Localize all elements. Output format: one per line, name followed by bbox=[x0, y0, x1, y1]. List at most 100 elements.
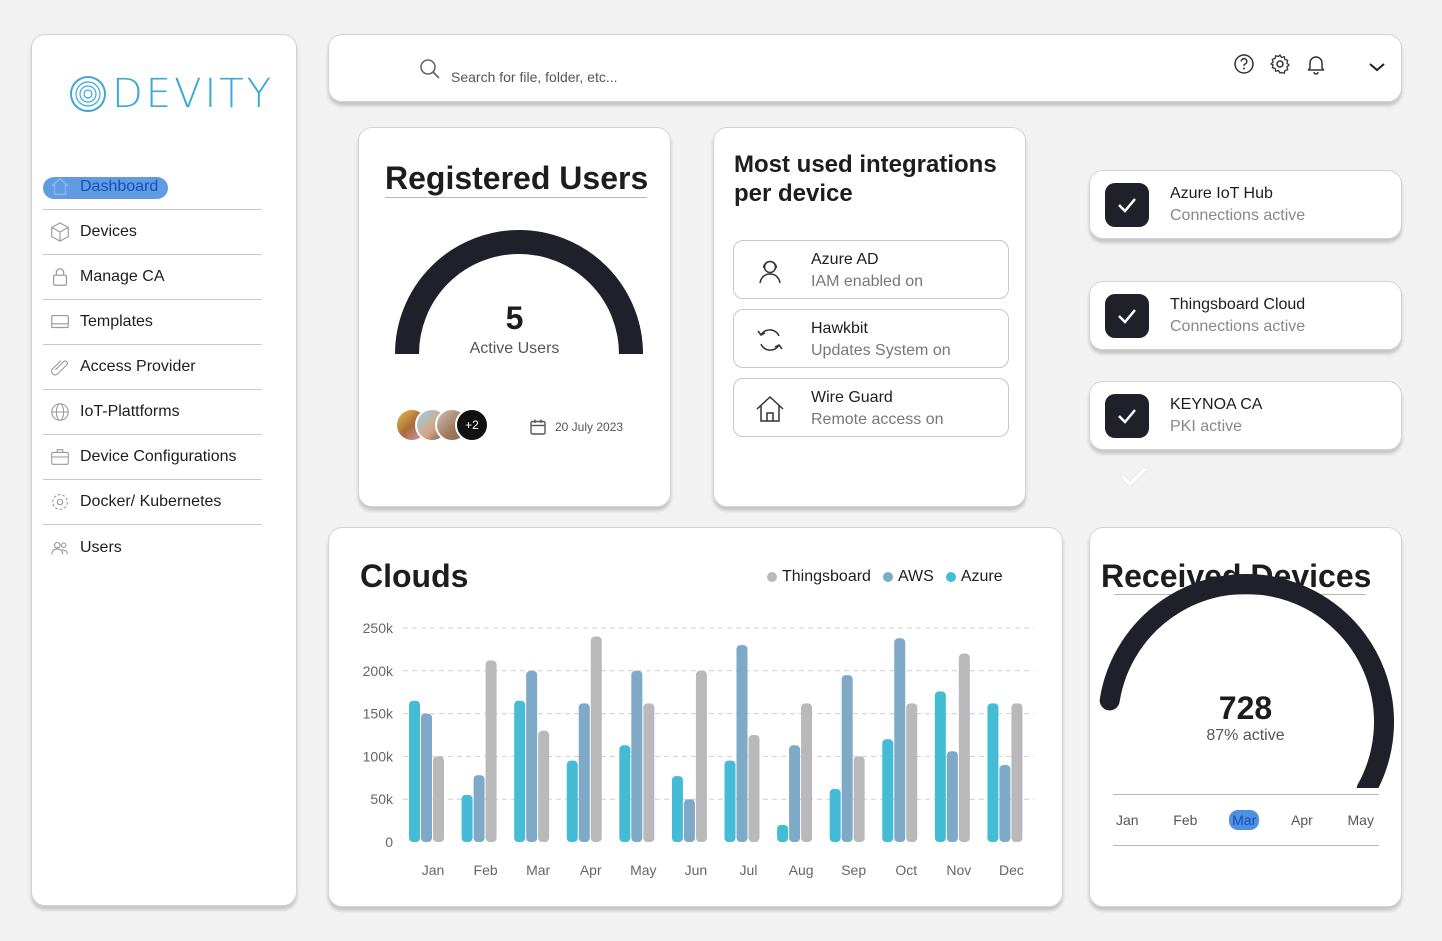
bar-thingsboard-jun[interactable] bbox=[695, 670, 707, 842]
bar-aws-apr[interactable] bbox=[578, 703, 590, 842]
bar-aws-feb[interactable] bbox=[473, 775, 485, 842]
bar-thingsboard-dec[interactable] bbox=[1011, 703, 1023, 842]
bar-azure-oct[interactable] bbox=[882, 739, 894, 842]
legend-dot bbox=[882, 572, 893, 582]
x-tick-label: Aug bbox=[789, 862, 814, 878]
bell-icon[interactable] bbox=[1305, 53, 1327, 75]
y-tick-label: 50k bbox=[370, 791, 394, 807]
connection-status: PKI active bbox=[1170, 418, 1243, 435]
bar-aws-sep[interactable] bbox=[841, 675, 853, 842]
integration-item-azure-ad[interactable]: Azure AD IAM enabled on bbox=[733, 240, 1009, 299]
bar-azure-dec[interactable] bbox=[987, 703, 999, 842]
bar-azure-jan[interactable] bbox=[409, 700, 420, 842]
chevron-down-icon[interactable] bbox=[1365, 55, 1389, 79]
bar-azure-mar[interactable] bbox=[514, 700, 526, 842]
connection-status: Connections active bbox=[1170, 207, 1306, 224]
gear-icon bbox=[48, 490, 72, 514]
received-devices-label: 87% active bbox=[1206, 727, 1285, 744]
bar-aws-may[interactable] bbox=[631, 670, 643, 842]
avatar-group[interactable]: +2 bbox=[395, 408, 489, 442]
bar-thingsboard-aug[interactable] bbox=[801, 703, 813, 842]
bar-aws-oct[interactable] bbox=[894, 638, 906, 842]
integration-status: Updates System on bbox=[811, 342, 951, 359]
integration-name: Hawkbit bbox=[811, 320, 868, 337]
x-tick-label: Oct bbox=[895, 862, 917, 878]
bar-aws-nov[interactable] bbox=[946, 751, 958, 842]
search-input[interactable] bbox=[451, 69, 771, 85]
y-tick-label: 150k bbox=[363, 706, 394, 722]
bar-thingsboard-nov[interactable] bbox=[958, 653, 970, 842]
bar-aws-mar[interactable] bbox=[526, 670, 538, 842]
bar-azure-jul[interactable] bbox=[724, 760, 736, 842]
bar-azure-feb[interactable] bbox=[461, 794, 473, 842]
sidebar-item-dashboard[interactable]: Dashboard bbox=[43, 165, 262, 210]
bar-thingsboard-may[interactable] bbox=[643, 703, 655, 842]
bar-aws-dec[interactable] bbox=[999, 764, 1011, 842]
registered-users-title: Registered Users bbox=[385, 160, 649, 196]
sidebar-item-manage-ca[interactable]: Manage CA bbox=[43, 255, 262, 300]
y-tick-label: 250k bbox=[363, 620, 394, 636]
month-tab-apr[interactable]: Apr bbox=[1290, 812, 1313, 828]
bar-azure-sep[interactable] bbox=[829, 788, 841, 842]
received-devices-value: 728 bbox=[1218, 690, 1273, 726]
gauge-progress-arc bbox=[1099, 574, 1394, 788]
sidebar-item-access-provider[interactable]: Access Provider bbox=[43, 345, 262, 390]
bar-thingsboard-oct[interactable] bbox=[906, 703, 918, 842]
sidebar-item-device-configurations[interactable]: Device Configurations bbox=[43, 435, 262, 480]
month-tab-feb[interactable]: Feb bbox=[1173, 812, 1198, 828]
month-tab-jan[interactable]: Jan bbox=[1116, 812, 1139, 828]
bar-azure-may[interactable] bbox=[619, 745, 631, 842]
settings-icon[interactable] bbox=[1269, 53, 1291, 75]
help-icon[interactable] bbox=[1233, 53, 1255, 75]
bar-aws-jun[interactable] bbox=[683, 799, 695, 842]
user-headset-icon bbox=[759, 260, 781, 284]
sidebar-item-templates[interactable]: Templates bbox=[43, 300, 262, 345]
more-avatars-badge[interactable]: +2 bbox=[455, 408, 489, 442]
bar-azure-apr[interactable] bbox=[566, 760, 578, 842]
bar-azure-nov[interactable] bbox=[934, 691, 946, 842]
y-tick-label: 0 bbox=[385, 834, 393, 850]
sidebar-item-label: IoT-Plattforms bbox=[80, 403, 180, 420]
legend-item-thingsboard: Thingsboard bbox=[767, 568, 871, 586]
connection-card-keynoa-ca[interactable]: KEYNOA CA PKI active bbox=[1089, 381, 1402, 450]
sidebar-item-iot-plattforms[interactable]: IoT-Plattforms bbox=[43, 390, 262, 435]
connection-status: Connections active bbox=[1170, 318, 1306, 335]
legend-label: AWS bbox=[897, 568, 934, 585]
bar-aws-aug[interactable] bbox=[789, 745, 801, 842]
bar-aws-jan[interactable] bbox=[421, 713, 432, 842]
month-selector: Jan Feb Mar Apr May bbox=[1113, 794, 1379, 846]
bar-thingsboard-mar[interactable] bbox=[538, 730, 550, 842]
connection-card-thingsboard-cloud[interactable]: Thingsboard Cloud Connections active bbox=[1089, 281, 1402, 350]
month-tab-may[interactable]: May bbox=[1347, 812, 1374, 828]
bar-thingsboard-jul[interactable] bbox=[748, 735, 760, 842]
paperclip-icon bbox=[48, 355, 72, 379]
sidebar-item-docker-kubernetes[interactable]: Docker/ Kubernetes bbox=[43, 480, 262, 525]
integration-item-hawkbit[interactable]: Hawkbit Updates System on bbox=[733, 309, 1009, 368]
refresh-icon bbox=[757, 329, 783, 351]
integrations-card: Most used integrations per device Azure … bbox=[713, 127, 1026, 507]
bar-thingsboard-sep[interactable] bbox=[853, 756, 865, 842]
sidebar-item-devices[interactable]: Devices bbox=[43, 210, 262, 255]
search-icon[interactable] bbox=[419, 58, 441, 80]
fingerprint-logo-icon bbox=[70, 76, 106, 112]
bar-thingsboard-feb[interactable] bbox=[485, 660, 497, 842]
users-gauge bbox=[395, 230, 643, 355]
laptop-icon bbox=[48, 310, 72, 334]
bar-thingsboard-apr[interactable] bbox=[590, 636, 602, 842]
x-tick-label: Apr bbox=[580, 862, 602, 878]
registered-users-card: Registered Users 5 Active Users +2 20 Ju… bbox=[358, 127, 671, 507]
month-tab-mar[interactable]: Mar bbox=[1229, 810, 1260, 830]
bar-azure-jun[interactable] bbox=[671, 776, 683, 842]
bar-thingsboard-jan[interactable] bbox=[433, 756, 444, 842]
bar-azure-aug[interactable] bbox=[777, 824, 789, 842]
search-bar bbox=[419, 53, 771, 85]
sidebar-item-users[interactable]: Users bbox=[43, 525, 262, 570]
connection-card-azure-iot-hub[interactable]: Azure IoT Hub Connections active bbox=[1089, 170, 1402, 239]
sidebar-item-label: Devices bbox=[80, 223, 137, 240]
bar-aws-jul[interactable] bbox=[736, 645, 748, 842]
chart-legend: Thingsboard AWS Azure bbox=[767, 568, 1003, 586]
integration-status: Remote access on bbox=[811, 411, 944, 428]
sidebar-item-label: Dashboard bbox=[80, 178, 159, 195]
integration-item-wire-guard[interactable]: Wire Guard Remote access on bbox=[733, 378, 1009, 437]
integration-name: Azure AD bbox=[811, 251, 879, 268]
